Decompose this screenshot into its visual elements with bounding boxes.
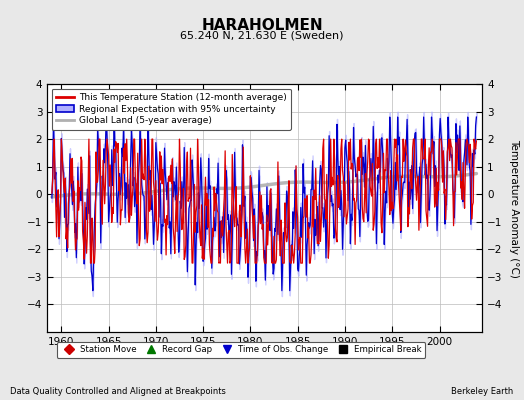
Text: HARAHOLMEN: HARAHOLMEN bbox=[201, 18, 323, 33]
Y-axis label: Temperature Anomaly (°C): Temperature Anomaly (°C) bbox=[509, 138, 519, 278]
Legend: Station Move, Record Gap, Time of Obs. Change, Empirical Break: Station Move, Record Gap, Time of Obs. C… bbox=[57, 342, 425, 358]
Text: Data Quality Controlled and Aligned at Breakpoints: Data Quality Controlled and Aligned at B… bbox=[10, 387, 226, 396]
Legend: This Temperature Station (12-month average), Regional Expectation with 95% uncer: This Temperature Station (12-month avera… bbox=[52, 88, 291, 130]
Text: Berkeley Earth: Berkeley Earth bbox=[451, 387, 514, 396]
Text: 65.240 N, 21.630 E (Sweden): 65.240 N, 21.630 E (Sweden) bbox=[180, 30, 344, 40]
